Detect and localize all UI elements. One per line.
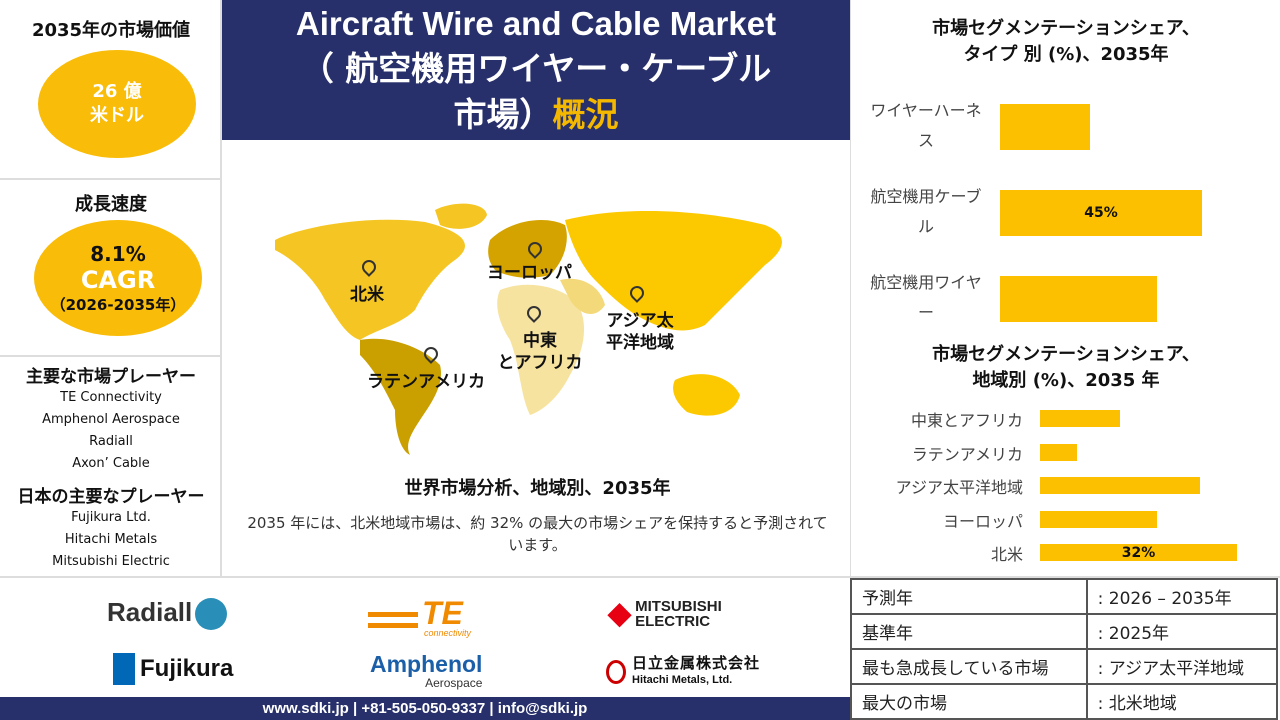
footer-contact: www.sdki.jp | +81-505-050-9337 | info@sd… (0, 697, 850, 720)
table-label: 最大の市場 (850, 683, 1088, 720)
player: Fujikura Ltd. (71, 510, 151, 525)
player: Amphenol Aerospace (42, 412, 180, 427)
map-label-latin-america: ラテンアメリカ (367, 372, 486, 392)
map-asia-pacific (565, 210, 782, 331)
map-caption: 世界市場分析、地域別、2035年 (404, 478, 671, 499)
bar-label: 北米 (990, 545, 1023, 564)
divider (0, 576, 1280, 578)
table-value: : 2025年 (1085, 613, 1279, 650)
bar-label: ワイヤーハーネス (870, 101, 982, 150)
table-row: 最大の市場: 北米地域 (850, 683, 1279, 720)
map-label-europe: ヨーロッパ (487, 263, 572, 283)
world-map (275, 203, 782, 455)
key-players-title: 主要な市場プレーヤー (26, 367, 196, 387)
bar (1040, 443, 1077, 461)
map-label-mea: 中東 とアフリカ (497, 331, 583, 373)
map-label-asia-pacific: アジア太 平洋地域 (606, 311, 674, 353)
te-logo: TE connectivity (368, 595, 471, 638)
table-row: 基準年: 2025年 (850, 613, 1279, 650)
info-table: 予測年: 2026 – 2035年 基準年: 2025年 最も急成長している市場… (850, 578, 1279, 720)
bar (1000, 104, 1090, 150)
map-australia (673, 374, 740, 416)
region-chart-title: 市場セグメンテーションシェア、 地域別 (%)、2035 年 (932, 344, 1200, 391)
market-value-unit: 米ドル (90, 105, 144, 126)
title-japanese-2: 市場） (453, 95, 553, 134)
radiall-logo: Radiall (107, 597, 228, 631)
table-label: 予測年 (850, 578, 1088, 615)
player: TE Connectivity (60, 390, 162, 405)
amphenol-logo: Amphenol Aerospace (370, 651, 483, 690)
cagr-period: （2026-2035年） (50, 295, 186, 314)
map-label-north-america: 北米 (350, 285, 384, 305)
key-players-list: TE Connectivity Amphenol Aerospace Radia… (0, 387, 222, 475)
hitachi-metals-logo: 日立金属株式会社 Hitachi Metals, Ltd. (606, 655, 760, 689)
bar: 45% (1000, 190, 1202, 236)
map-europe (488, 220, 567, 278)
japan-players-list: Fujikura Ltd. Hitachi Metals Mitsubishi … (0, 507, 222, 573)
table-label: 最も急成長している市場 (850, 648, 1088, 685)
bar: 32% (1040, 544, 1237, 561)
bar-label: 航空機用ワイヤー (870, 273, 982, 322)
growth-title: 成長速度 (75, 194, 147, 215)
title-japanese: （ 航空機用ワイヤー・ケーブル (300, 49, 772, 88)
bar (1040, 477, 1201, 494)
player: Mitsubishi Electric (52, 554, 170, 569)
cagr-value: 8.1% (90, 241, 146, 266)
divider (0, 355, 222, 357)
market-value-title: 2035年の市場価値 (31, 20, 191, 41)
title-english: Aircraft Wire and Cable Market (295, 5, 777, 42)
table-row: 予測年: 2026 – 2035年 (850, 578, 1279, 615)
mitsubishi-logo: ◆ MITSUBISHI ELECTRIC (608, 597, 722, 630)
table-row: 最も急成長している市場: アジア太平洋地域 (850, 648, 1279, 685)
map-north-america (275, 219, 465, 340)
bar (1000, 276, 1158, 322)
divider (0, 178, 222, 180)
bar-label: ラテンアメリカ (911, 444, 1023, 464)
bar (1040, 510, 1157, 528)
page-header: Aircraft Wire and Cable Market （ 航空機用ワイヤ… (222, 0, 850, 140)
cagr-badge: 8.1% CAGR （2026-2035年） (34, 220, 202, 336)
title-accent: 概況 (552, 95, 619, 134)
map-middle-east (560, 278, 605, 315)
cagr-label: CAGR (80, 265, 156, 294)
map-description: 2035 年には、北米地域市場は、約 32% の最大の市場シェアを保持すると予測… (247, 514, 828, 554)
bar-label: ヨーロッパ (942, 511, 1023, 531)
table-value: : 2026 – 2035年 (1085, 578, 1279, 615)
bar (1040, 410, 1121, 427)
map-latin-america (360, 338, 441, 455)
market-value-amount: 26 億 (92, 81, 142, 102)
player: Radiall (89, 434, 133, 449)
bar-label: 中東とアフリカ (910, 411, 1023, 430)
right-panel: 市場セグメンテーションシェア、 タイプ 別 (%)、2035年 ワイヤーハーネス… (850, 0, 1280, 578)
table-label: 基準年 (850, 613, 1088, 650)
table-value: : 北米地域 (1085, 683, 1279, 720)
bar-label: アジア太平洋地域 (895, 478, 1023, 497)
market-value-badge: 26 億 米ドル (38, 50, 196, 158)
japan-players-title: 日本の主要なプレーヤー (17, 487, 205, 507)
map-africa (497, 284, 585, 415)
fujikura-logo: Fujikura (113, 653, 233, 685)
player: Hitachi Metals (64, 532, 158, 547)
table-value: : アジア太平洋地域 (1085, 648, 1279, 685)
bar-label: 航空機用ケーブル (870, 187, 982, 236)
type-chart-title: 市場セグメンテーションシェア、 タイプ 別 (%)、2035年 (932, 18, 1200, 65)
left-panel: 2035年の市場価値 26 億 米ドル 成長速度 8.1% CAGR （2026… (0, 0, 222, 578)
player: Axon’ Cable (72, 456, 150, 471)
map-greenland (435, 203, 487, 229)
